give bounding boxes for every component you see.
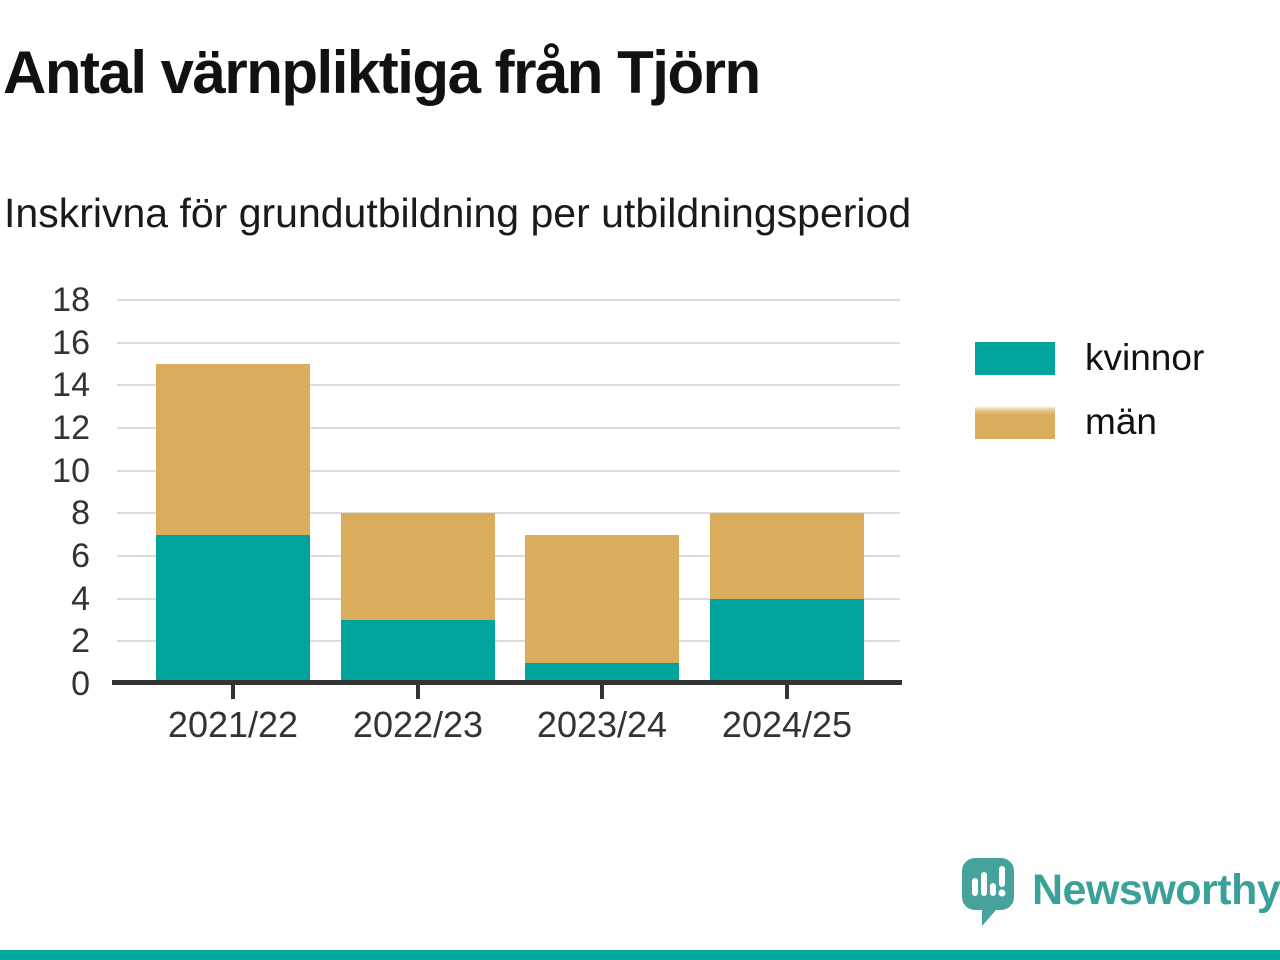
x-axis-line bbox=[112, 680, 902, 685]
x-axis-tick bbox=[785, 685, 789, 699]
gridline-16 bbox=[117, 341, 900, 344]
bar-2023-24-män bbox=[525, 534, 679, 663]
y-axis-tick-label: 12 bbox=[52, 409, 90, 447]
y-axis-tick-label: 10 bbox=[52, 451, 90, 490]
x-axis-tick bbox=[600, 685, 604, 699]
legend-label-män: män bbox=[1085, 401, 1157, 442]
y-axis-tick-label: 14 bbox=[52, 366, 90, 405]
bar-2023-24-kvinnor bbox=[525, 662, 679, 684]
gridline-6 bbox=[117, 555, 900, 557]
bar-2022-23-kvinnor bbox=[341, 620, 495, 684]
newsworthy-logo: Newsworthy bbox=[962, 858, 1280, 930]
y-axis-tick-label: 4 bbox=[71, 579, 90, 618]
gridline-14 bbox=[117, 384, 900, 387]
y-axis-tick-label: 16 bbox=[52, 323, 90, 362]
newsworthy-wordmark: Newsworthy bbox=[1032, 866, 1280, 914]
y-axis-tick-label: 6 bbox=[71, 537, 90, 575]
legend-swatch-män bbox=[975, 405, 1055, 439]
x-axis-tick bbox=[231, 685, 235, 699]
y-axis-tick-label: 8 bbox=[71, 494, 90, 533]
y-axis-tick-label: 2 bbox=[71, 622, 90, 661]
x-axis-category-label: 2023/24 bbox=[536, 704, 668, 745]
x-axis-category-label: 2024/25 bbox=[721, 704, 853, 745]
gridline-10 bbox=[117, 469, 900, 472]
gridline-4 bbox=[117, 597, 900, 600]
gridline-2 bbox=[117, 640, 900, 643]
legend-swatch-kvinnor bbox=[975, 341, 1055, 375]
y-axis-tick-label: 18 bbox=[52, 281, 90, 319]
chart-title: Antal värnpliktiga från Tjörn bbox=[3, 39, 761, 106]
y-axis-tick-label: 0 bbox=[71, 665, 90, 703]
legend-item-kvinnor: kvinnor bbox=[975, 338, 1204, 378]
legend-item-män: män bbox=[975, 402, 1204, 442]
newsworthy-bubble-icon bbox=[962, 858, 1014, 926]
gridline-18 bbox=[117, 299, 900, 301]
x-axis-category-label: 2022/23 bbox=[352, 704, 484, 745]
x-axis-category-label: 2021/22 bbox=[167, 704, 299, 745]
bar-2024-25-kvinnor bbox=[710, 598, 864, 684]
x-axis-tick bbox=[416, 685, 420, 699]
bar-2022-23-män bbox=[341, 513, 495, 620]
legend: kvinnor män bbox=[975, 338, 1204, 442]
bar-2021-22-kvinnor bbox=[156, 534, 310, 684]
gridline-8 bbox=[117, 512, 900, 515]
brand-bottom-strip bbox=[0, 950, 1280, 960]
chart-subtitle: Inskrivna för grundutbildning per utbild… bbox=[4, 190, 912, 236]
legend-label-kvinnor: kvinnor bbox=[1085, 337, 1205, 378]
bar-2024-25-män bbox=[710, 513, 864, 599]
gridline-12 bbox=[117, 427, 900, 429]
bar-2021-22-män bbox=[156, 364, 310, 535]
